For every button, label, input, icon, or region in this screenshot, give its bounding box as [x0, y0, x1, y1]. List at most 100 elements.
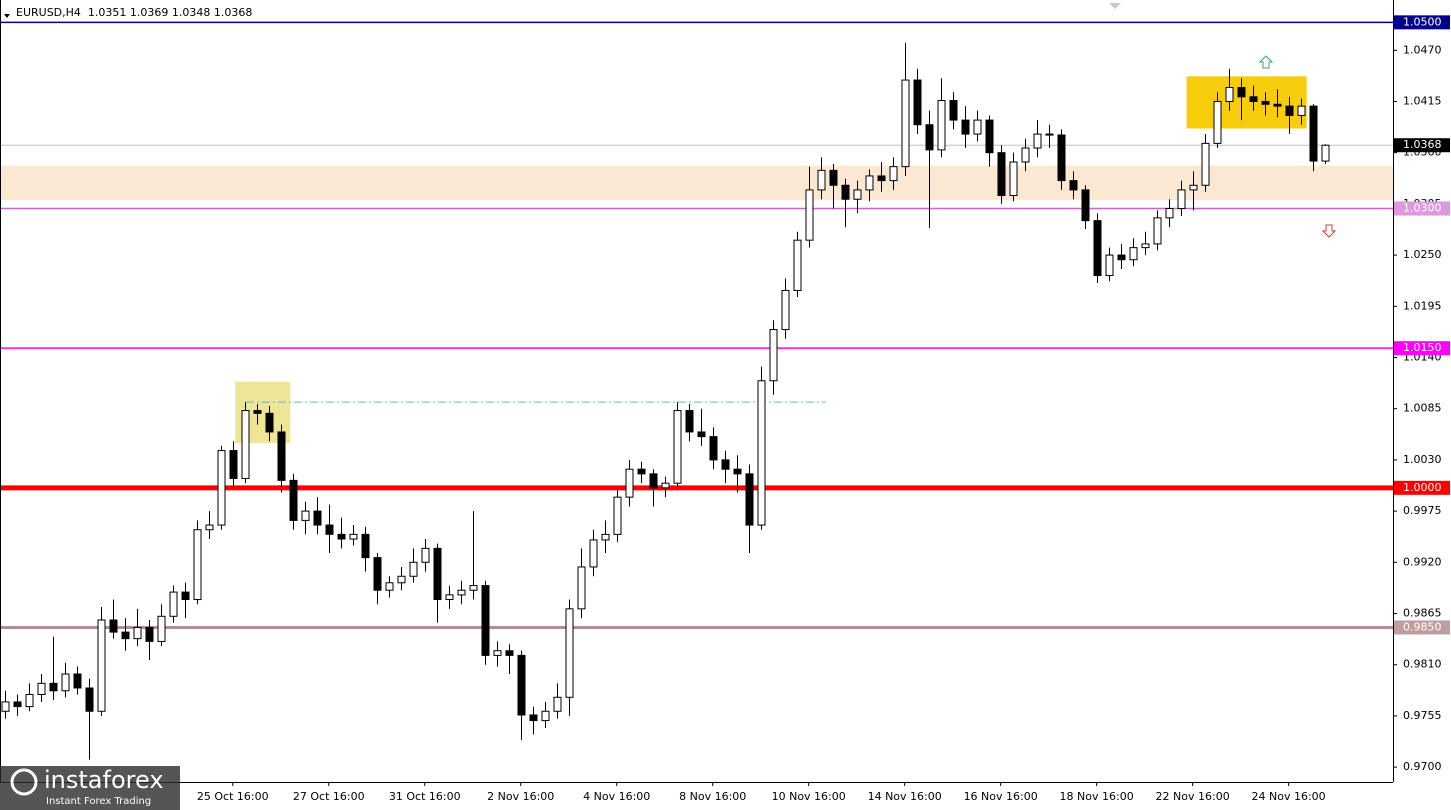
candle-body [925, 124, 934, 151]
candle-body [361, 533, 370, 559]
candle-body [805, 189, 814, 241]
y-tick-label: 0.9810 [1403, 658, 1442, 671]
candle-body [733, 468, 742, 475]
candle-body [517, 654, 526, 716]
candle-body [1105, 254, 1114, 277]
candle-body [901, 79, 910, 168]
candle-body [1009, 161, 1018, 197]
candle-body [409, 561, 418, 577]
x-tick-label: 27 Oct 16:00 [293, 790, 365, 803]
up-arrow [1258, 55, 1274, 69]
candle-body [1285, 105, 1294, 116]
candle-body [337, 533, 346, 540]
candle-body [37, 682, 46, 695]
y-tick-label: 0.9975 [1403, 504, 1442, 517]
level-label: 1.0150 [1403, 341, 1442, 354]
candle-body [205, 524, 214, 531]
candle-body [961, 119, 970, 135]
candle-body [625, 468, 634, 498]
y-tick-label: 1.0030 [1403, 453, 1442, 466]
candle-body [1273, 103, 1282, 107]
candle-body [541, 710, 550, 722]
candle-body [613, 496, 622, 535]
level-label-bg [1394, 201, 1450, 216]
candle-body [145, 626, 154, 642]
candle-body [1189, 184, 1198, 191]
watermark-brand: instaforex [44, 766, 164, 794]
menu-triangle [4, 14, 10, 18]
candle-body [241, 410, 250, 480]
candle-body [505, 650, 514, 656]
candle-body [793, 239, 802, 291]
y-tick-label: 1.0250 [1403, 248, 1442, 261]
candle-body [97, 619, 106, 712]
candle-body [1069, 180, 1078, 191]
y-tick-label: 0.9700 [1403, 760, 1442, 773]
down-arrow [1321, 224, 1337, 238]
y-tick-label: 0.9755 [1403, 709, 1442, 722]
candle-body [565, 608, 574, 698]
candle-body [1309, 105, 1318, 162]
x-tick-label: 31 Oct 16:00 [389, 790, 461, 803]
candle-body [853, 189, 862, 200]
y-tick-label: 0.9865 [1403, 606, 1442, 619]
candle-body [601, 533, 610, 541]
level-label: 0.9850 [1403, 620, 1442, 633]
candle-body [529, 714, 538, 722]
candle-body [1, 701, 10, 712]
candle-body [1165, 208, 1174, 219]
candle-body [289, 479, 298, 521]
candle-body [109, 619, 118, 633]
candle-body [745, 473, 754, 526]
candle-body [265, 412, 274, 433]
candle-body [25, 693, 34, 708]
chart-title: EURUSD,H4 1.0351 1.0369 1.0348 1.0368 [16, 6, 252, 19]
plot-area [0, 21, 1393, 760]
candle-body [1213, 100, 1222, 144]
zone [1186, 76, 1307, 129]
candle-body [169, 591, 178, 617]
x-tick-label: 8 Nov 16:00 [679, 790, 746, 803]
candle-body [1261, 100, 1270, 105]
watermark-icon [10, 768, 38, 796]
y-tick-label: 0.9920 [1403, 555, 1442, 568]
y-tick-label: 1.0415 [1403, 94, 1442, 107]
candle-body [433, 547, 442, 601]
level-label: 1.0000 [1403, 481, 1442, 494]
candle-body [865, 175, 874, 191]
shift-marker [1109, 3, 1121, 9]
x-tick-label: 22 Nov 16:00 [1156, 790, 1230, 803]
candle-body [469, 585, 478, 591]
candle-body [769, 329, 778, 382]
candle-body [661, 482, 670, 489]
candle-body [649, 473, 658, 489]
candle-body [1201, 142, 1210, 186]
candle-body [133, 626, 142, 640]
level-label-bg [1394, 620, 1450, 635]
level-label: 1.0368 [1403, 138, 1442, 151]
watermark-tagline: Instant Forex Trading [46, 796, 151, 807]
candle-body [1249, 96, 1258, 102]
candle-body [997, 152, 1006, 197]
candle-body [973, 119, 982, 135]
candle-body [277, 431, 286, 481]
candle-body [1093, 220, 1102, 277]
candle-body [157, 615, 166, 642]
candle-body [757, 380, 766, 526]
candle-body [85, 687, 94, 712]
level-label-bg [1394, 138, 1450, 153]
candle-body [1033, 133, 1042, 149]
candle-body [61, 673, 70, 692]
candle-body [1081, 189, 1090, 222]
candle-body [181, 591, 190, 601]
level-label: 1.0300 [1403, 202, 1442, 215]
candle-body [325, 524, 334, 535]
x-tick-label: 14 Nov 16:00 [868, 790, 942, 803]
candle-body [1297, 105, 1306, 116]
x-tick-label: 4 Nov 16:00 [583, 790, 650, 803]
candle-body [1141, 243, 1150, 249]
x-tick-label: 18 Nov 16:00 [1060, 790, 1134, 803]
candle-body [1057, 134, 1066, 182]
candle-body [937, 100, 946, 151]
candle-body [49, 682, 58, 692]
